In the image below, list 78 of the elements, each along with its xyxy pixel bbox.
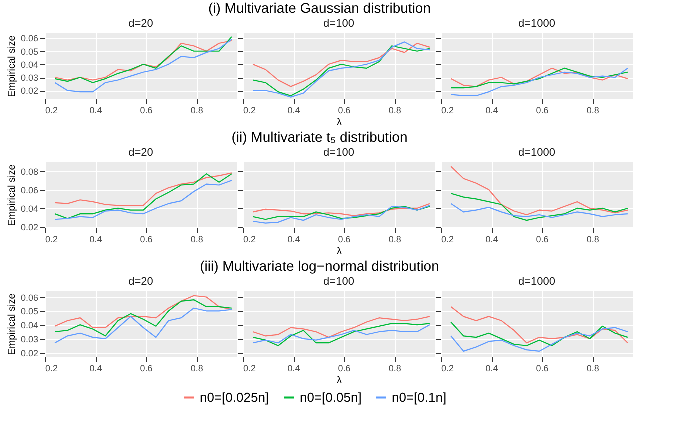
- chart-title: d=100: [324, 276, 354, 288]
- x-tick-label: 0.2: [244, 364, 256, 374]
- x-tick-label: 0.8: [586, 364, 600, 374]
- y-tick-label: 0.04: [20, 320, 38, 331]
- x-tick-label: 0.6: [536, 234, 549, 244]
- y-tick-label: 0.02: [20, 348, 38, 358]
- x-tick-label: 0.8: [190, 364, 204, 374]
- x-axis-title: λ: [337, 118, 342, 128]
- x-tick-label: 0.4: [288, 364, 300, 374]
- y-tick-label: 0.06: [20, 34, 38, 44]
- line-series: [54, 39, 232, 93]
- x-tick-label: 0.2: [244, 106, 256, 116]
- y-axis-title: Empirical size: [6, 164, 18, 226]
- legend-label: n0=[0.025n]: [200, 390, 270, 405]
- x-tick-label: 0.8: [586, 106, 600, 116]
- y-tick-label: 0.02: [20, 86, 38, 96]
- chart-title: d=1000: [518, 147, 556, 159]
- x-tick-label: 0.2: [46, 106, 58, 116]
- chart-title: d=20: [128, 18, 154, 30]
- x-tick-label: 0.4: [486, 234, 498, 244]
- y-tick-label: 0.08: [20, 166, 38, 177]
- x-tick-label: 0.2: [46, 234, 58, 244]
- chart-title: d=20: [128, 147, 154, 159]
- y-axis-title: Empirical size: [6, 35, 18, 98]
- x-tick-label: 0.6: [536, 364, 549, 374]
- x-tick-label: 0.6: [140, 364, 153, 374]
- line-series: [54, 174, 232, 220]
- x-tick-label: 0.4: [486, 106, 498, 116]
- x-tick-label: 0.6: [338, 106, 351, 116]
- y-tick-label: 0.05: [20, 306, 38, 317]
- x-tick-label: 0.2: [442, 364, 454, 374]
- y-tick-label: 0.06: [20, 292, 38, 303]
- x-tick-label: 0.8: [388, 106, 402, 116]
- x-tick-label: 0.8: [190, 234, 204, 244]
- line-series: [54, 295, 232, 328]
- x-tick-label: 0.2: [46, 364, 58, 374]
- chart-title: d=1000: [518, 276, 556, 288]
- line-series: [54, 172, 232, 206]
- chart-title: d=100: [324, 147, 354, 159]
- line-series: [54, 299, 232, 337]
- text: (i) Multivariate Gaussian distribution: [208, 0, 432, 16]
- x-tick-label: 0.2: [442, 234, 454, 244]
- x-tick-label: 0.4: [288, 234, 300, 244]
- x-axis-title: λ: [337, 246, 342, 258]
- y-tick-label: 0.02: [20, 222, 38, 233]
- x-tick-label: 0.8: [586, 234, 600, 244]
- x-tick-label: 0.6: [338, 234, 351, 244]
- x-tick-label: 0.2: [442, 106, 454, 116]
- chart-title: d=1000: [518, 18, 556, 30]
- y-tick-label: 0.04: [20, 60, 38, 70]
- x-tick-label: 0.6: [536, 106, 549, 116]
- y-tick-label: 0.04: [20, 204, 38, 214]
- line-series: [54, 180, 232, 220]
- x-tick-label: 0.4: [90, 364, 102, 374]
- x-tick-label: 0.4: [486, 364, 498, 374]
- y-tick-label: 0.03: [20, 73, 38, 84]
- x-axis-title: λ: [337, 376, 342, 386]
- x-tick-label: 0.8: [190, 106, 204, 116]
- text: (ii) Multivariate t₅ distribution: [232, 129, 408, 145]
- x-tick-label: 0.6: [338, 364, 351, 374]
- text: (iii) Multivariate log−normal distribution: [200, 258, 440, 274]
- y-tick-label: 0.06: [20, 185, 38, 196]
- x-tick-label: 0.4: [90, 106, 102, 116]
- x-tick-label: 0.4: [90, 234, 102, 244]
- legend-label: n0=[0.05n]: [300, 390, 362, 405]
- x-tick-label: 0.2: [244, 234, 256, 244]
- chart-title: d=20: [128, 276, 154, 288]
- x-tick-label: 0.6: [140, 234, 153, 244]
- x-tick-label: 0.6: [140, 106, 153, 116]
- chart-title: d=100: [324, 18, 354, 30]
- line-series: [54, 308, 232, 344]
- y-tick-label: 0.05: [20, 46, 38, 57]
- legend-label: n0=[0.1n]: [392, 390, 447, 405]
- x-tick-label: 0.8: [388, 234, 402, 244]
- y-tick-label: 0.03: [20, 334, 38, 344]
- x-tick-label: 0.4: [288, 106, 300, 116]
- y-axis-title: Empirical size: [6, 293, 18, 356]
- x-tick-label: 0.8: [388, 364, 402, 374]
